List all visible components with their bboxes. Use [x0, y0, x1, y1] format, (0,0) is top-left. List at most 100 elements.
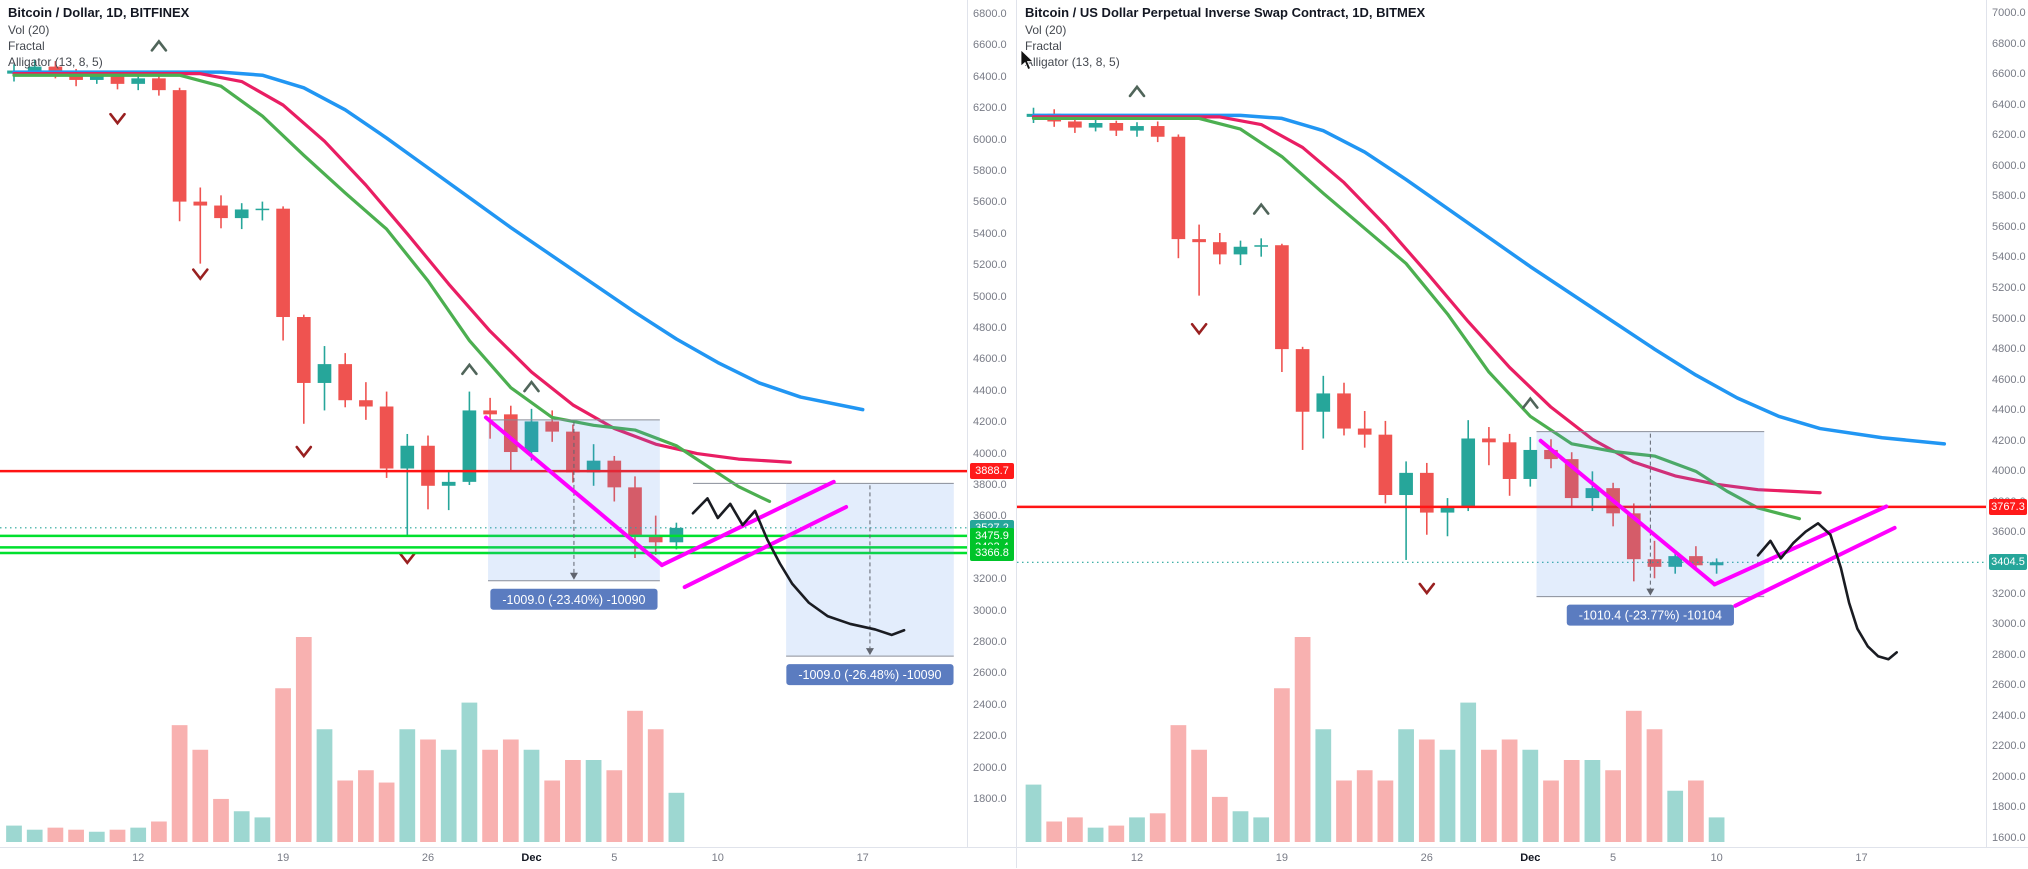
price-axis-tick: 2600.0	[1992, 679, 2026, 692]
volume-bar	[544, 780, 561, 842]
measure-label-chip	[786, 664, 954, 686]
candle-body	[1689, 556, 1703, 566]
bitfinex-time-axis[interactable]: 12 19 26 Dec 5 10 17	[0, 847, 1016, 869]
price-axis-tick: 6400.0	[1992, 98, 2026, 111]
candle-body	[1440, 508, 1455, 513]
volume-bar	[1315, 729, 1332, 842]
volume-bar	[1646, 729, 1663, 842]
candle-body	[1647, 559, 1662, 567]
trendline[interactable]	[1733, 525, 1897, 608]
price-axis-chip: 3366.8	[970, 545, 1014, 561]
bitfinex-price-axis[interactable]: 6800.0 6600.0 6400.0 6200.0 6000.0 5800.0 5600…	[967, 0, 1016, 847]
fractal-up-icon	[1522, 396, 1539, 409]
volume-bar	[109, 829, 126, 842]
candle-body	[545, 421, 560, 432]
price-axis-tick: 6800.0	[973, 8, 1007, 20]
volume-bar	[399, 729, 416, 842]
volume-bar	[1274, 688, 1290, 842]
volume-bar	[337, 780, 354, 842]
candle-body	[338, 364, 353, 401]
price-axis-tick: 5800.0	[1992, 190, 2026, 203]
price-chart-canvas[interactable]: -1010.4 (-23.77%) -10104	[1017, 0, 1986, 868]
trendline[interactable]	[1712, 504, 1889, 587]
volume-bar	[1336, 780, 1352, 842]
price-axis-tick: 3200.0	[973, 573, 1007, 586]
volume-bar	[1377, 780, 1394, 842]
volume-bar	[1708, 817, 1725, 842]
bitmex-time-axis[interactable]: 12 19 26 Dec 5 10 17	[1017, 847, 2028, 869]
volume-bar	[1046, 821, 1063, 842]
bitfinex-plot-area[interactable]: -1009.0 (-23.40%) -10090 -1009.0 (-26.48%…	[0, 0, 967, 868]
measure-arrowhead-icon	[865, 648, 874, 656]
candle-body	[193, 201, 208, 206]
candle-body	[1523, 449, 1538, 479]
price-axis-tick: 2000.0	[1992, 770, 2026, 783]
chart-panel-bitfinex: -1009.0 (-23.40%) -10090 -1009.0 (-26.48%…	[0, 0, 1016, 869]
price-chart-canvas[interactable]: -1009.0 (-23.40%) -10090 -1009.0 (-26.48%…	[0, 0, 967, 868]
measure-label-chip	[490, 588, 658, 610]
volume-bar	[1563, 760, 1580, 842]
trendline[interactable]	[483, 415, 664, 568]
candle-body	[628, 487, 642, 536]
alligator-jaw-line	[1031, 113, 1947, 446]
volume-bar	[254, 817, 271, 842]
volume-bar	[1067, 817, 1083, 842]
candle-body	[152, 78, 166, 91]
candle-body	[296, 317, 311, 383]
time-axis-label: 19	[1275, 852, 1289, 864]
volume-bar	[482, 749, 498, 842]
price-axis-chip: 3767.3	[1989, 498, 2027, 515]
time-axis-label: 10	[1710, 852, 1723, 864]
time-axis-label: 17	[1855, 852, 1868, 864]
freehand-projection-drawing[interactable]	[691, 497, 906, 637]
bitmex-price-axis[interactable]: 7000.0 6800.0 6600.0 6400.0 6200.0 6000.0 5800…	[1986, 0, 2028, 847]
trendline[interactable]	[659, 479, 836, 568]
measure-label-chip	[1566, 604, 1734, 626]
trendline[interactable]	[1538, 438, 1717, 587]
candle-body	[1419, 472, 1434, 513]
candle-body	[1254, 245, 1269, 247]
time-axis-label: Dec	[1520, 852, 1541, 864]
price-axis-tick: 3000.0	[973, 604, 1007, 617]
candle-body	[1212, 242, 1227, 255]
measure-arrowhead-icon	[569, 572, 578, 580]
price-axis-tick: 3000.0	[1992, 618, 2026, 631]
volume-bar	[565, 760, 581, 842]
volume-bar	[1460, 702, 1477, 842]
candle-body	[48, 66, 63, 74]
candle-body	[1192, 239, 1206, 243]
price-axis-tick: 6600.0	[973, 39, 1007, 52]
price-axis-chip: 3404.5	[1989, 554, 2027, 571]
trendline[interactable]	[682, 504, 849, 590]
volume-bar	[1253, 817, 1270, 842]
fractal-down-icon	[1418, 582, 1436, 596]
fractal-up-icon	[1128, 84, 1146, 98]
candle-body	[483, 410, 497, 415]
volume-bar	[1625, 710, 1642, 842]
candle-body	[172, 90, 187, 202]
price-axis-tick: 5200.0	[973, 259, 1007, 272]
candle-body	[607, 460, 622, 488]
volume-bar	[1439, 749, 1456, 842]
price-axis-tick: 5000.0	[973, 290, 1007, 303]
volume-bar	[1501, 739, 1518, 842]
candle-body	[255, 208, 270, 211]
volume-bar	[1522, 749, 1539, 842]
volume-bar	[523, 749, 540, 842]
bitmex-plot-area[interactable]: -1010.4 (-23.77%) -10104	[1017, 0, 1986, 868]
candle-body	[110, 75, 125, 84]
alligator-jaw-line	[12, 70, 865, 412]
volume-bar	[420, 739, 436, 842]
volume-bar	[1398, 729, 1414, 842]
candle-body	[1357, 428, 1372, 435]
candle-body	[1626, 513, 1641, 560]
freehand-projection-drawing[interactable]	[1756, 521, 1898, 661]
time-axis-label: 26	[1420, 852, 1433, 864]
alligator-teeth-line	[1031, 115, 1822, 495]
price-axis-tick: 2200.0	[1992, 740, 2026, 753]
volume-bar	[378, 782, 395, 842]
volume-bar	[606, 770, 623, 842]
time-axis-label: 17	[856, 852, 869, 864]
candle-body	[1482, 438, 1496, 443]
volume-bar	[647, 729, 664, 842]
